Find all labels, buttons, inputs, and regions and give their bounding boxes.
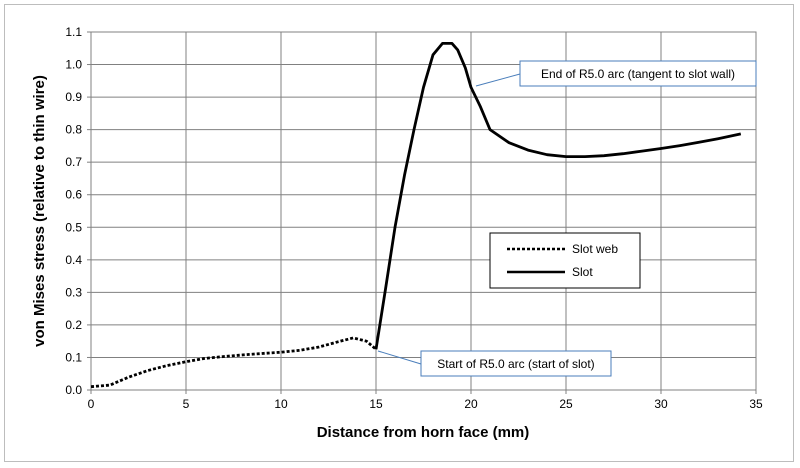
annotation-start-of-arc: Start of R5.0 arc (start of slot)	[377, 350, 612, 377]
y-tick-label: 1.1	[65, 25, 82, 39]
x-tick-label: 10	[274, 397, 288, 411]
grid-lines	[87, 31, 757, 394]
y-axis-title: von Mises stress (relative to thin wire)	[31, 75, 48, 347]
y-tick-label: 0.5	[65, 220, 82, 234]
y-tick-label: 0.2	[65, 318, 82, 332]
y-tick-label: 0.7	[65, 155, 82, 169]
x-tick-label: 15	[369, 397, 383, 411]
y-tick-label: 0.9	[65, 90, 82, 104]
y-tick-label: 0.6	[65, 188, 82, 202]
series-line-slot	[374, 42, 742, 350]
x-tick-label: 5	[183, 397, 190, 411]
annotation-end-of-arc: End of R5.0 arc (tangent to slot wall)	[475, 60, 757, 87]
x-tick-label: 20	[464, 397, 478, 411]
x-tick-label: 25	[559, 397, 573, 411]
legend-label-slot-web: Slot web	[572, 242, 618, 256]
annotation-leader-line	[475, 73, 521, 87]
series-line-slot-web	[90, 336, 377, 389]
y-tick-label: 0.1	[65, 350, 82, 364]
plot-area-border	[90, 31, 757, 391]
series-layer	[90, 42, 742, 389]
annotation-box	[519, 60, 757, 87]
annotation-text: Start of R5.0 arc (start of slot)	[437, 357, 594, 371]
legend-box	[489, 232, 641, 289]
x-tick-label: 30	[654, 397, 668, 411]
y-tick-label: 0.0	[65, 383, 82, 397]
x-tick-labels: 0 5 10 15 20 25 30 35	[88, 397, 763, 411]
annotation-text: End of R5.0 arc (tangent to slot wall)	[541, 67, 735, 81]
x-tick-label: 0	[88, 397, 95, 411]
y-tick-label: 0.8	[65, 123, 82, 137]
y-tick-label: 0.4	[65, 253, 82, 267]
x-axis-title: Distance from horn face (mm)	[317, 424, 530, 441]
y-tick-label: 1.0	[65, 58, 82, 72]
y-tick-labels: 0.0 0.1 0.2 0.3 0.4 0.5 0.6 0.7 0.8 0.9 1.0 1.1	[65, 25, 82, 397]
annotation-box	[420, 350, 612, 377]
legend-label-slot: Slot	[572, 265, 593, 279]
annotation-leader-line	[377, 350, 422, 365]
x-tick-label: 35	[749, 397, 763, 411]
legend: Slot web Slot	[489, 232, 641, 289]
y-tick-label: 0.3	[65, 285, 82, 299]
